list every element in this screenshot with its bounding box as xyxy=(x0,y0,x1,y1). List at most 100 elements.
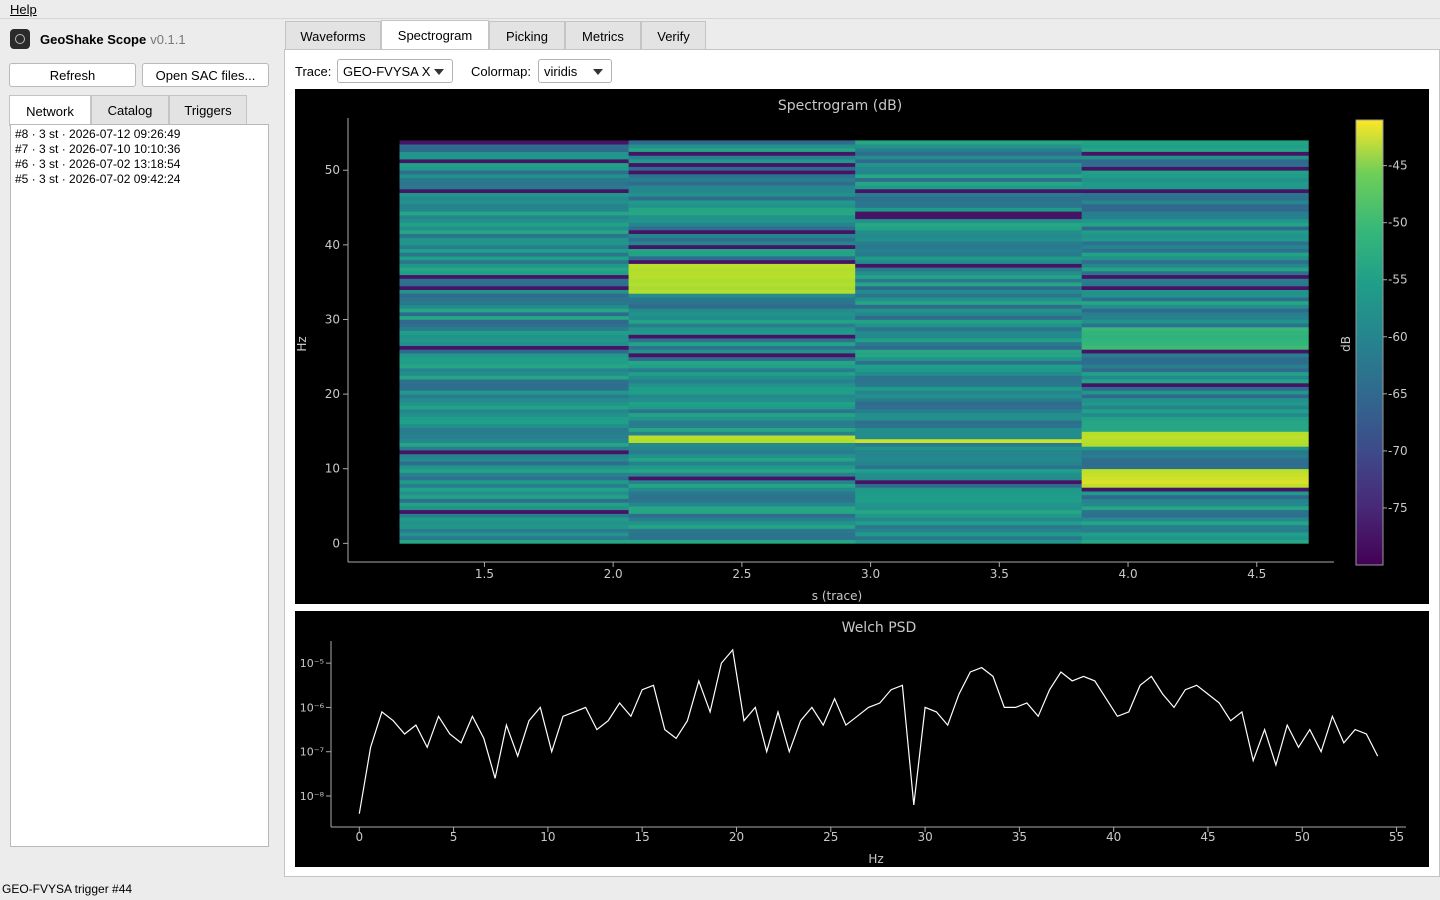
spectrogram-cell xyxy=(855,397,1083,402)
menu-help[interactable]: Help xyxy=(10,2,37,17)
tab-spectrogram[interactable]: Spectrogram xyxy=(381,20,489,50)
spectrogram-cell xyxy=(628,341,856,346)
spectrogram-cell xyxy=(628,446,856,451)
colorbar-tick-label: -45 xyxy=(1388,159,1408,173)
spectrogram-cell xyxy=(628,349,856,354)
spectrogram-cell xyxy=(628,256,856,261)
spectrogram-cell xyxy=(855,423,1083,428)
spectrogram-cell xyxy=(628,289,856,294)
list-item[interactable]: #6 · 3 st · 2026-07-02 13:18:54 xyxy=(15,157,181,171)
spectrogram-cell xyxy=(628,334,856,339)
spectrogram-cell xyxy=(1081,248,1309,253)
colorbar-tick-label: -65 xyxy=(1388,387,1408,401)
spectrogram-cell xyxy=(1081,259,1309,264)
spectrogram-cell xyxy=(628,226,856,231)
spectrogram-cell xyxy=(628,174,856,179)
spectrogram-cell xyxy=(1081,509,1309,514)
list-item[interactable]: #8 · 3 st · 2026-07-12 09:26:49 xyxy=(15,127,181,141)
spectrogram-cell xyxy=(399,450,630,455)
colorbar-tick-label: -60 xyxy=(1388,330,1408,344)
spectrogram-cell xyxy=(855,241,1083,246)
spectrogram-cell xyxy=(855,226,1083,231)
spectrogram-cell xyxy=(855,412,1083,417)
colormap-select[interactable]: viridis xyxy=(538,59,612,83)
spectrogram-cell xyxy=(855,382,1083,387)
spectrogram-cell xyxy=(399,211,630,216)
spectrogram-cell xyxy=(399,289,630,294)
spectrogram-cell xyxy=(855,166,1083,171)
spectrogram-cell xyxy=(628,185,856,190)
spectrogram-cell xyxy=(1081,297,1309,302)
spectrogram-cell xyxy=(1081,494,1309,499)
event-list[interactable]: #8 · 3 st · 2026-07-12 09:26:49 #7 · 3 s… xyxy=(10,124,269,847)
spectrogram-cell xyxy=(1081,319,1309,324)
spectrogram-cell xyxy=(399,345,630,350)
spectrogram-cell xyxy=(1081,203,1309,208)
spectrogram-cell xyxy=(855,509,1083,514)
tab-catalog[interactable]: Catalog xyxy=(91,95,169,125)
spectrogram-cell xyxy=(855,188,1083,193)
trace-select[interactable]: GEO-FVYSA X xyxy=(337,59,453,83)
menubar: Help xyxy=(0,0,1440,19)
tab-picking[interactable]: Picking xyxy=(489,21,565,50)
spectrogram-cell xyxy=(628,364,856,369)
spectrogram-cell xyxy=(628,435,856,440)
spectrogram-cell xyxy=(855,487,1083,492)
spectrogram-cell xyxy=(628,308,856,313)
spectrogram-xlabel: s (trace) xyxy=(812,589,862,603)
spectrogram-cell xyxy=(855,159,1083,164)
spectrogram-cell xyxy=(855,330,1083,335)
spectrogram-cell xyxy=(1081,416,1309,421)
tab-triggers[interactable]: Triggers xyxy=(169,95,247,125)
list-item[interactable]: #5 · 3 st · 2026-07-02 09:42:24 xyxy=(15,172,181,186)
spectrogram-cell xyxy=(628,345,856,350)
tab-verify[interactable]: Verify xyxy=(641,21,706,50)
spectrogram-cell xyxy=(399,330,630,335)
spectrogram-x-tick-label: 1.5 xyxy=(475,567,494,581)
spectrogram-cell xyxy=(1081,438,1309,443)
spectrogram-cell xyxy=(1081,218,1309,223)
spectrogram-cell xyxy=(1081,539,1309,544)
refresh-button[interactable]: Refresh xyxy=(9,63,136,87)
spectrogram-cell xyxy=(1081,200,1309,205)
tab-metrics[interactable]: Metrics xyxy=(565,21,641,50)
spectrogram-cell xyxy=(399,360,630,365)
spectrogram-cell xyxy=(399,196,630,201)
tab-network[interactable]: Network xyxy=(9,95,91,126)
spectrogram-cell xyxy=(1081,465,1309,470)
spectrogram-cell xyxy=(628,323,856,328)
spectrogram-plot[interactable]: Spectrogram (dB) 1.5 2.0 2.5 3.0 3.5 4.0 4.5 0 1… xyxy=(295,89,1429,604)
spectrogram-cell xyxy=(855,524,1083,529)
spectrogram-cell xyxy=(628,479,856,484)
spectrogram-cell xyxy=(628,386,856,391)
spectrogram-cell xyxy=(399,315,630,320)
spectrogram-cell xyxy=(628,521,856,526)
spectrogram-cell xyxy=(399,162,630,167)
spectrogram-cell xyxy=(399,364,630,369)
spectrogram-cell xyxy=(628,170,856,175)
tab-waveforms[interactable]: Waveforms xyxy=(285,21,381,50)
spectrogram-cell xyxy=(855,517,1083,522)
colormap-label: Colormap: xyxy=(471,64,531,79)
colorbar-tick-label: -70 xyxy=(1388,444,1408,458)
welch-psd-plot[interactable]: Welch PSD 0 5 10 15 20 25 30 35 40 45 50 55 10⁻⁵ 10⁻⁶… xyxy=(295,611,1429,867)
spectrogram-cell xyxy=(1081,282,1309,287)
spectrogram-cell xyxy=(628,282,856,287)
spectrogram-cell xyxy=(399,338,630,343)
spectrogram-cell xyxy=(855,379,1083,384)
spectrogram-cell xyxy=(855,185,1083,190)
open-sac-files-button[interactable]: Open SAC files... xyxy=(142,63,269,87)
spectrogram-cell xyxy=(628,371,856,376)
list-item[interactable]: #7 · 3 st · 2026-07-10 10:10:36 xyxy=(15,142,181,156)
spectrogram-cell xyxy=(855,468,1083,473)
psd-y-tick-label: 10⁻⁸ xyxy=(300,790,325,803)
spectrogram-cell xyxy=(855,211,1083,216)
spectrogram-cell xyxy=(399,233,630,238)
spectrogram-cell xyxy=(855,170,1083,175)
spectrogram-x-tick-label: 2.5 xyxy=(732,567,751,581)
spectrogram-cell xyxy=(855,491,1083,496)
spectrogram-cell xyxy=(399,323,630,328)
spectrogram-cell xyxy=(628,297,856,302)
spectrogram-cell xyxy=(855,174,1083,179)
psd-x-tick-label: 55 xyxy=(1389,830,1404,844)
